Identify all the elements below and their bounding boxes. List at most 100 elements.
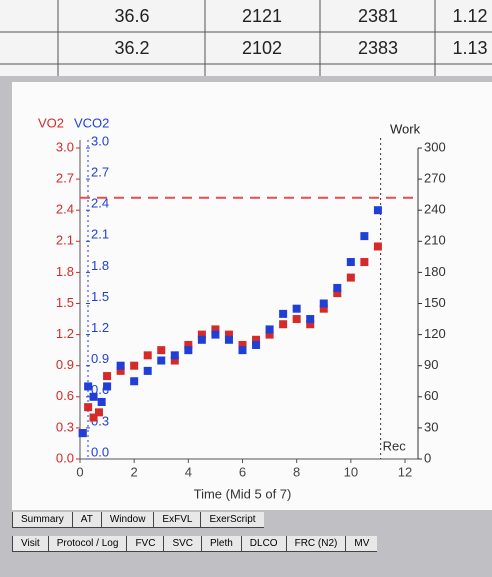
y3-tick-label: 120 <box>424 326 446 341</box>
point <box>103 372 112 381</box>
point <box>373 206 382 215</box>
y-tick-label: 0.6 <box>56 388 74 403</box>
y2-tick-label: 1.5 <box>91 289 109 304</box>
tab[interactable]: MV <box>345 536 378 552</box>
table-cell: 1.13 <box>452 38 487 58</box>
point <box>157 346 166 355</box>
point <box>238 340 247 349</box>
point <box>143 366 152 375</box>
y2-tick-label: 1.8 <box>91 258 109 273</box>
point <box>292 315 301 324</box>
point <box>252 335 261 344</box>
y2-tick-label: 1.2 <box>91 320 109 335</box>
x-tick-label: 2 <box>131 464 138 479</box>
table-cell: 2102 <box>242 38 282 58</box>
point <box>211 330 220 339</box>
point <box>346 273 355 282</box>
tab[interactable]: AT <box>71 512 101 528</box>
annotation: Rec <box>383 438 407 453</box>
point <box>197 330 206 339</box>
table-cell: 36.6 <box>114 6 149 26</box>
legend-label: VO2 <box>38 115 64 130</box>
y3-tick-label: 300 <box>424 139 446 154</box>
y-tick-label: 0.3 <box>56 419 74 434</box>
tab[interactable]: SVC <box>163 536 201 552</box>
x-tick-label: 8 <box>293 464 300 479</box>
table-cell: 1.12 <box>452 6 487 26</box>
y-tick-label: 0.9 <box>56 357 74 372</box>
table-grid <box>0 0 492 76</box>
tab-row: Summary AT Window ExFVL ExerScript <box>12 512 492 528</box>
x-tick-label: 12 <box>398 464 412 479</box>
x-axis-title: Time (Mid 5 of 7) <box>194 486 292 501</box>
point <box>97 397 106 406</box>
y-tick-label: 3.0 <box>56 139 74 154</box>
point <box>184 340 193 349</box>
point <box>292 304 301 313</box>
point <box>130 377 139 386</box>
tab[interactable]: Window <box>100 512 154 528</box>
y3-tick-label: 60 <box>424 388 438 403</box>
point <box>211 325 220 334</box>
point <box>238 346 247 355</box>
chart-panel <box>12 82 492 510</box>
point <box>89 413 98 422</box>
y2-tick-label: 3.0 <box>91 133 109 148</box>
y3-tick-label: 180 <box>424 264 446 279</box>
tab[interactable]: FRC (N2) <box>285 536 346 552</box>
tab[interactable]: DLCO <box>240 536 286 552</box>
point <box>279 309 288 318</box>
point <box>184 346 193 355</box>
point <box>373 242 382 251</box>
point <box>224 335 233 344</box>
tab-row: Visit Protocol / Log FVC SVC Pleth DLCO FRC (N… <box>12 536 492 552</box>
point <box>84 382 93 391</box>
point <box>116 366 125 375</box>
y3-tick-label: 0 <box>424 450 431 465</box>
tab[interactable]: FVC <box>126 536 164 552</box>
table-cell: 2383 <box>358 38 398 58</box>
y2-tick-label: 0.0 <box>91 444 109 459</box>
point <box>143 351 152 360</box>
tab[interactable]: Protocol / Log <box>47 536 127 552</box>
point <box>103 382 112 391</box>
y2-tick-label: 2.7 <box>91 165 109 180</box>
point <box>157 356 166 365</box>
y3-tick-label: 90 <box>424 357 438 372</box>
point <box>306 315 315 324</box>
tab[interactable]: Visit <box>12 536 48 552</box>
x-tick-label: 0 <box>76 464 83 479</box>
tab[interactable]: Pleth <box>201 536 241 552</box>
tab[interactable]: ExFVL <box>153 512 201 528</box>
x-tick-label: 10 <box>344 464 358 479</box>
y-tick-label: 0.0 <box>56 450 74 465</box>
point <box>116 361 125 370</box>
point <box>84 403 93 412</box>
point <box>319 299 328 308</box>
point <box>170 351 179 360</box>
y-tick-label: 1.5 <box>56 295 74 310</box>
point <box>130 361 139 370</box>
y3-tick-label: 150 <box>424 295 446 310</box>
table-cell: 2381 <box>358 6 398 26</box>
y-tick-label: 2.7 <box>56 171 74 186</box>
point <box>319 304 328 313</box>
y3-tick-label: 270 <box>424 171 446 186</box>
point <box>333 289 342 298</box>
tab[interactable]: ExerScript <box>200 512 264 528</box>
x-tick-label: 4 <box>185 464 192 479</box>
point <box>306 320 315 329</box>
point <box>346 258 355 267</box>
point <box>252 340 261 349</box>
point <box>279 320 288 329</box>
point <box>94 408 103 417</box>
point <box>265 330 274 339</box>
tab[interactable]: Summary <box>12 512 72 528</box>
table-bg <box>0 0 492 76</box>
point <box>265 325 274 334</box>
point <box>197 335 206 344</box>
point <box>224 330 233 339</box>
y3-tick-label: 210 <box>424 233 446 248</box>
